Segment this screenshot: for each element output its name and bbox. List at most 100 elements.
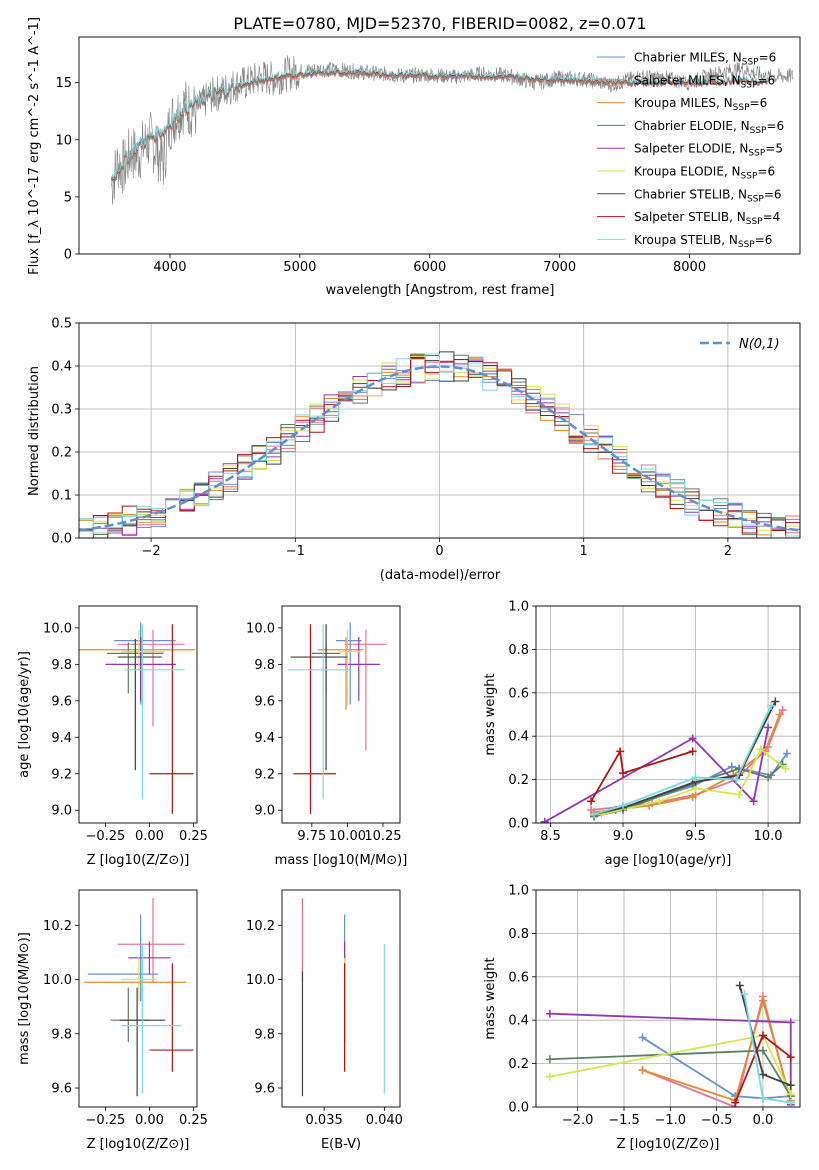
y-tick-label: 9.8 [51,658,72,673]
x-tick-label: 9.5 [685,829,706,844]
weight-marker [688,792,697,801]
legend-value: =6 [755,233,773,247]
weight-marker [758,1094,767,1103]
weight-marker [638,1066,647,1075]
legend-label: Salpeter STELIB, NSSP=4 [634,210,780,227]
legend-value: =6 [766,119,784,133]
y-tick-label: 0.4 [508,1014,529,1029]
y-axis-label: mass weight [483,673,498,755]
y-tick-label: 0.0 [51,532,72,547]
x-tick-label: −0.5 [701,1113,733,1128]
y-tick-label: 10 [55,133,72,148]
legend-label: Salpeter ELODIE, NSSP=5 [634,142,783,159]
legend-subscript: SSP [738,240,755,250]
y-tick-label: 0.4 [508,730,529,745]
legend-label: Kroupa MILES, NSSP=6 [634,96,767,113]
axes-frame [535,889,801,1108]
weight-marker [749,797,758,806]
x-tick-label: 10.25 [364,829,401,844]
y-tick-label: 10.0 [43,973,72,988]
weight-line-5 [601,747,787,816]
weight-marker [619,801,628,810]
y-axis-label: mass [log10(M/M⊙)] [17,932,32,1065]
weight-marker [778,706,787,715]
weight-lines [545,981,795,1107]
weight-marker [740,990,749,999]
weight-marker [775,710,784,719]
x-tick-label: 5000 [283,260,316,275]
spectrum-legend: Chabrier MILES, NSSP=6 Salpeter MILES, NS… [597,51,784,250]
weight-marker [691,773,700,782]
y-tick-label: 9.4 [51,731,72,746]
x-axis-label: (data-model)/error [380,568,501,583]
y-tick-label: 1.0 [508,600,529,615]
errorbars [287,622,388,814]
legend-value: =6 [764,187,782,201]
y-tick-label: 9.0 [51,804,72,819]
y-tick-label: 9.8 [51,1027,72,1042]
weight-marker [619,769,628,778]
y-tick-label: 10.2 [43,919,72,934]
x-tick-label: −1.0 [655,1113,687,1128]
weight-marker [735,981,744,990]
axes-mass-vs-ebv: 0.035 0.040 9.6 9.8 10.0 10.2 E(B-V) [246,889,403,1152]
x-tick-label: −0.25 [85,829,125,844]
legend-label: Kroupa STELIB, NSSP=6 [634,233,772,250]
weight-marker [731,1098,740,1107]
y-tick-label: 0 [64,248,72,263]
axes-residuals: −2 −1 0 1 2 0.0 0.1 0.2 0.3 0.4 0.5 N(0,1) (data-mod… [27,317,801,583]
residual-histogram-5 [79,356,800,538]
axes-frame [78,36,801,255]
y-tick-label: 9.0 [254,804,275,819]
y-tick-label: 0.0 [508,1101,529,1116]
x-tick-label: 0.035 [306,1113,343,1128]
legend-value: =6 [750,96,768,110]
x-tick-label: −1.5 [608,1113,640,1128]
legend-label: Chabrier STELIB, NSSP=6 [634,187,782,204]
weight-line-4 [544,727,769,823]
x-tick-label: 7000 [543,260,576,275]
weight-lines [540,697,791,823]
x-axis-label: Z [log10(Z/Z⊙)] [87,853,190,868]
x-tick-label: 2 [724,544,732,559]
y-tick-label: 10.2 [246,919,275,934]
errorbars [79,622,196,814]
axes-frame [281,889,401,1108]
y-tick-label: 0.6 [508,686,529,701]
x-tick-label: 0.0 [753,1113,774,1128]
y-tick-label: 9.8 [254,658,275,673]
axes-spectrum: 4000 5000 6000 7000 8000 0 5 10 15 Chabrier MILES… [27,17,801,298]
y-tick-label: 9.6 [254,1082,275,1097]
weight-marker [732,775,741,784]
weight-marker [587,797,596,806]
weight-line-2 [593,714,781,814]
y-tick-label: 0.2 [508,1057,529,1072]
legend-label: N(0,1) [739,337,780,352]
x-tick-label: 10.00 [329,829,366,844]
axes-weight-vs-age: 8.5 9.0 9.5 10.0 0.0 0.2 0.4 0.6 0.8 1.0 age [log1… [483,600,801,868]
axes-frame [535,605,801,824]
x-axis-label: E(B-V) [321,1137,361,1152]
figure-title: PLATE=0780, MJD=52370, FIBERID=0082, z=0… [233,14,646,33]
y-tick-label: 0.5 [51,317,72,332]
x-tick-label: 0.040 [366,1113,403,1128]
residual-histogram-8 [79,353,800,538]
weight-marker [781,764,790,773]
axes-frame [78,889,198,1108]
weight-marker [758,1070,767,1079]
y-axis-label: Normed distribution [27,366,42,496]
legend-label: Chabrier ELODIE, NSSP=6 [634,119,784,136]
x-tick-label: 0.25 [179,829,208,844]
weight-marker [758,996,767,1005]
y-tick-label: 9.2 [51,767,72,782]
x-tick-label: −1 [286,544,305,559]
x-tick-label: 0.00 [135,1113,164,1128]
weight-line-0 [642,1036,791,1100]
x-tick-label: −0.25 [85,1113,125,1128]
x-tick-label: 8.5 [540,829,561,844]
legend-value: =5 [765,142,783,156]
x-tick-label: 9.0 [613,829,634,844]
y-tick-label: 9.4 [254,731,275,746]
x-axis-label: wavelength [Angstrom, rest frame] [326,283,555,298]
histogram-lines [79,351,800,538]
